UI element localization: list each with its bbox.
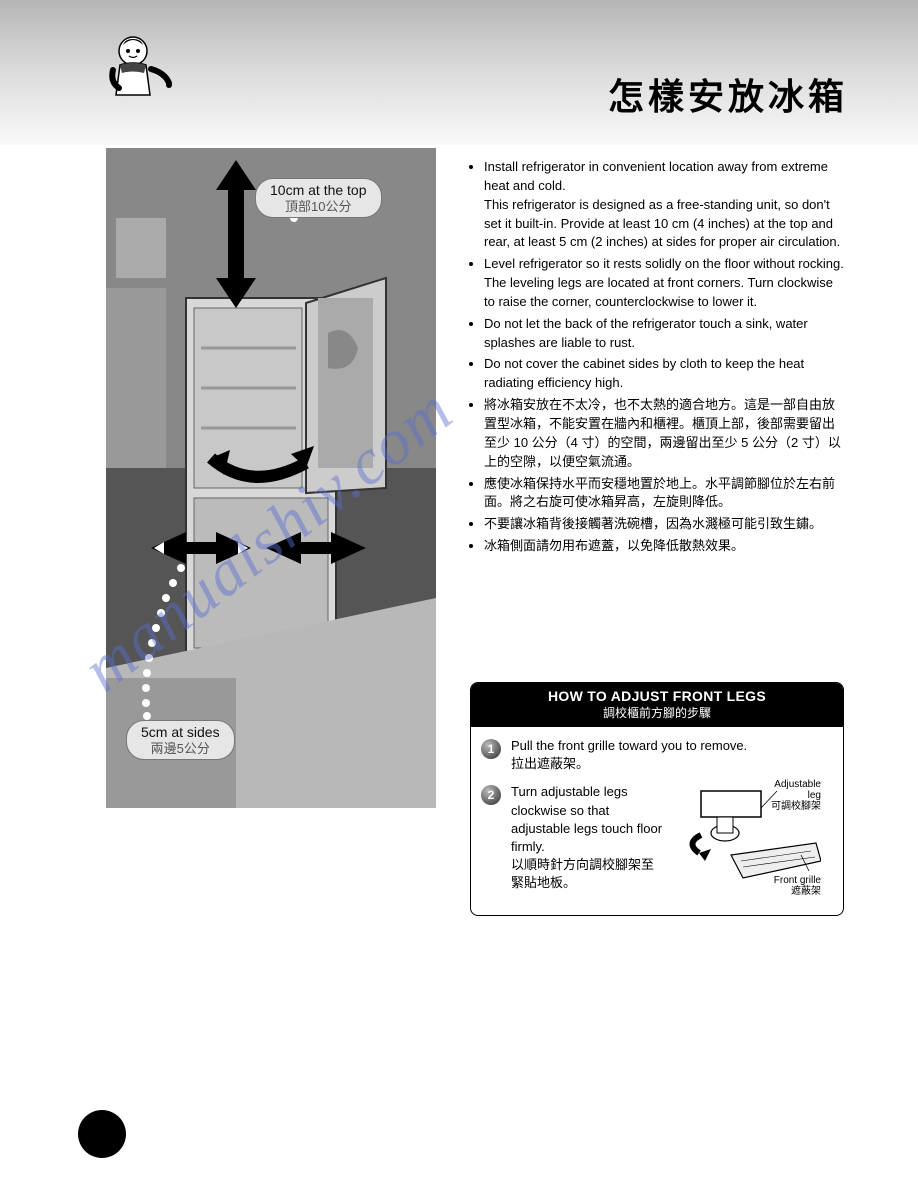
front-leg-diagram: Adjustable leg 可調校腳架 Front grille 遮蔽架 [671,783,821,893]
bullet-en-2: Level refrigerator so it rests solidly o… [484,255,846,312]
bullet-zh-3: 不要讓冰箱背後接觸著洗碗槽，因為水濺極可能引致生鏽。 [484,515,846,534]
manual-page: 怎樣安放冰箱 [0,0,918,1188]
step-1-number: 1 [481,739,501,759]
callout-top-en: 10cm at the top [270,182,367,199]
bullet-en-1: Install refrigerator in convenient locat… [484,158,846,252]
step-2-text: Turn adjustable legs clockwise so that a… [511,783,663,892]
callout-top-clearance: 10cm at the top 頂部10公分 [255,178,382,218]
bullet-zh-2: 應使冰箱保持水平而安穩地置於地上。水平調節腳位於左右前面。將之右旋可使冰箱昇高，… [484,475,846,513]
page-number-dot [78,1110,126,1158]
adjust-title-en: HOW TO ADJUST FRONT LEGS [475,688,839,704]
step-2-number: 2 [481,785,501,805]
bullet-zh-1: 將冰箱安放在不太冷，也不太熱的適合地方。這是一部自由放置型冰箱，不能安置在牆內和… [484,396,846,471]
page-title: 怎樣安放冰箱 [608,68,848,120]
person-pointing-icon [95,25,175,105]
bullet-en-3: Do not let the back of the refrigerator … [484,315,846,353]
callout-bot-zh: 兩邊5公分 [141,741,220,757]
fridge-installation-illustration [106,148,436,808]
bullet-zh-4: 冰箱側面請勿用布遮蓋，以免降低散熱效果。 [484,537,846,556]
adjust-steps: 1 Pull the front grille toward you to re… [471,727,843,915]
step-2: 2 Turn adjustable legs clockwise so that… [481,783,829,893]
callout-top-zh: 頂部10公分 [270,199,367,215]
step-1: 1 Pull the front grille toward you to re… [481,737,829,773]
instruction-list: Install refrigerator in convenient locat… [466,158,846,559]
label-adjustable-leg: Adjustable leg 可調校腳架 [761,779,821,812]
callout-side-clearance: 5cm at sides 兩邊5公分 [126,720,235,760]
adjust-legs-panel: HOW TO ADJUST FRONT LEGS 調校櫃前方腳的步驟 1 Pul… [470,682,844,916]
bullet-en-4: Do not cover the cabinet sides by cloth … [484,355,846,393]
step-1-text: Pull the front grille toward you to remo… [511,737,829,773]
adjust-legs-header: HOW TO ADJUST FRONT LEGS 調校櫃前方腳的步驟 [471,683,843,727]
callout-bot-en: 5cm at sides [141,724,220,741]
label-front-grille: Front grille 遮蔽架 [761,875,821,897]
adjust-title-zh: 調校櫃前方腳的步驟 [475,704,839,721]
